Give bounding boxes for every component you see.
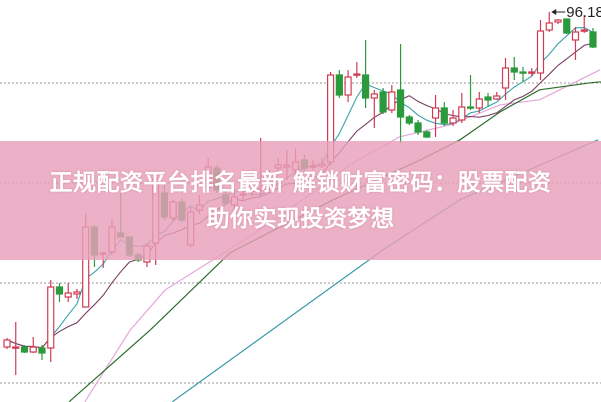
arrow-left-icon	[551, 9, 557, 15]
candle-up	[501, 67, 510, 89]
candle-down	[379, 91, 387, 113]
candle-up	[47, 286, 55, 349]
candle-down	[414, 122, 422, 133]
banner-line-2: 助你实现投资梦想	[206, 205, 395, 232]
candle-up	[388, 91, 396, 111]
candle-down	[335, 74, 343, 96]
candle-up	[475, 98, 483, 109]
candle-up	[449, 117, 457, 124]
candle-up	[353, 73, 361, 76]
candle-down	[55, 286, 64, 295]
candle-down	[20, 346, 29, 353]
candle-down	[361, 74, 370, 99]
candle-down	[466, 106, 475, 109]
candle-up	[458, 106, 466, 121]
candle-down	[396, 89, 405, 118]
candle-down	[405, 116, 413, 124]
candle-down	[519, 71, 527, 74]
promo-banner: 正规配资平台排名最新 解锁财富密码：股票配资 助你实现投资梦想	[0, 141, 601, 260]
candle-up	[493, 95, 501, 100]
candle-down	[423, 131, 431, 138]
candle-up	[580, 29, 588, 32]
candle-up	[545, 22, 553, 31]
high-price-label: 96.18	[566, 4, 601, 21]
candle-down	[589, 31, 597, 48]
candle-up	[29, 346, 37, 353]
candle-up	[431, 107, 440, 119]
candle-up	[370, 93, 378, 99]
candle-up	[64, 292, 72, 298]
candle-down	[484, 96, 492, 101]
candle-up	[73, 291, 81, 295]
candle-up	[12, 346, 20, 349]
candle-down	[510, 67, 518, 73]
candle-up	[528, 71, 536, 74]
candle-up	[3, 339, 11, 348]
banner-line-1: 正规配资平台排名最新 解锁财富密码：股票配资	[49, 169, 552, 196]
candle-up	[344, 76, 352, 96]
candle-up	[571, 31, 580, 41]
candle-down	[440, 107, 448, 124]
candle-up	[554, 19, 562, 23]
candle-down	[563, 18, 571, 34]
candle-up	[536, 30, 545, 74]
candle-down	[38, 347, 46, 354]
